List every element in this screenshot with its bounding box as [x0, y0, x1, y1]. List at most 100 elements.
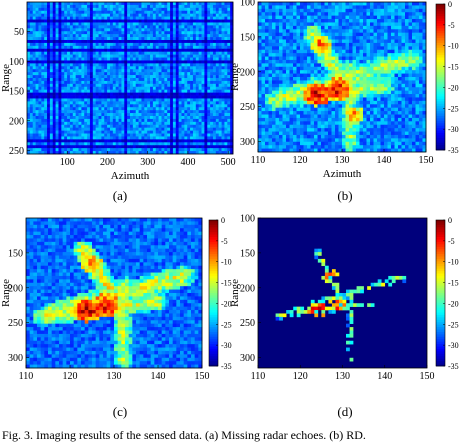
heatmap-cell: [202, 55, 205, 58]
heatmap-cell: [113, 116, 116, 119]
heatmap-cell: [99, 110, 102, 113]
heatmap-cell: [224, 28, 227, 31]
heatmap-cell: [93, 134, 96, 137]
heatmap-cell: [58, 116, 61, 119]
heatmap-cell: [196, 131, 199, 134]
heatmap-cell: [207, 107, 210, 110]
heatmap-cell: [44, 63, 47, 66]
heatmap-cell: [136, 72, 139, 75]
heatmap-cell: [265, 57, 269, 61]
heatmap-cell: [377, 40, 381, 44]
heatmap-cell: [116, 75, 119, 78]
heatmap-cell: [196, 43, 199, 46]
heatmap-cell: [27, 69, 30, 72]
heatmap-cell: [216, 63, 219, 66]
heatmap-cell: [290, 53, 294, 57]
heatmap-cell: [107, 128, 110, 131]
heatmap-cell: [207, 25, 210, 28]
heatmap-cell: [388, 16, 392, 20]
heatmap-cell: [202, 148, 205, 151]
heatmap-cell: [219, 96, 222, 99]
y-tick-label: 50: [14, 27, 24, 38]
heatmap-cell: [136, 101, 139, 104]
heatmap-cell: [419, 40, 423, 44]
heatmap-cell: [187, 52, 190, 55]
heatmap-cell: [56, 22, 59, 25]
heatmap-cell: [325, 5, 329, 9]
heatmap-cell: [56, 28, 59, 31]
heatmap-cell: [290, 67, 294, 71]
heatmap-cell: [107, 46, 110, 49]
heatmap-cell: [293, 67, 297, 71]
heatmap-cell: [182, 98, 185, 101]
heatmap-cell: [367, 70, 371, 74]
heatmap-cell: [67, 93, 70, 96]
heatmap-cell: [61, 63, 64, 66]
heatmap-cell: [204, 93, 207, 96]
heatmap-cell: [153, 81, 156, 84]
heatmap-cell: [96, 78, 99, 81]
heatmap-cell: [419, 50, 423, 54]
heatmap-cell: [30, 17, 33, 20]
heatmap-cell: [113, 148, 116, 151]
heatmap-cell: [314, 36, 318, 40]
heatmap-cell: [130, 20, 133, 23]
heatmap-cell: [127, 98, 130, 101]
heatmap-cell: [27, 139, 30, 142]
heatmap-cell: [286, 43, 290, 47]
heatmap-cell: [402, 43, 406, 47]
heatmap-cell: [76, 37, 79, 40]
heatmap-cell: [79, 145, 82, 148]
heatmap-cell: [210, 96, 213, 99]
heatmap-cell: [119, 125, 122, 128]
heatmap-cell: [150, 28, 153, 31]
heatmap-cell: [311, 53, 315, 57]
heatmap-cell: [53, 28, 56, 31]
heatmap-cell: [141, 63, 144, 66]
heatmap-cell: [199, 107, 202, 110]
heatmap-cell: [139, 104, 142, 107]
heatmap-cell: [50, 69, 53, 72]
heatmap-cell: [222, 66, 225, 69]
heatmap-cell: [193, 37, 196, 40]
heatmap-cell: [187, 58, 190, 61]
heatmap-cell: [216, 20, 219, 23]
heatmap-cell: [219, 104, 222, 107]
heatmap-cell: [93, 22, 96, 25]
heatmap-cell: [398, 16, 402, 20]
heatmap-cell: [207, 125, 210, 128]
heatmap-cell: [210, 58, 213, 61]
heatmap-cell: [328, 9, 332, 13]
heatmap-cell: [101, 60, 104, 63]
heatmap-cell: [33, 148, 36, 151]
heatmap-cell: [314, 84, 318, 88]
heatmap-cell: [107, 37, 110, 40]
heatmap-cell: [210, 110, 213, 113]
heatmap-cell: [119, 37, 122, 40]
heatmap-cell: [196, 122, 199, 125]
heatmap-cell: [193, 84, 196, 87]
heatmap-cell: [363, 80, 367, 84]
heatmap-cell: [130, 96, 133, 99]
heatmap-cell: [93, 90, 96, 93]
heatmap-cell: [81, 87, 84, 90]
heatmap-cell: [156, 134, 159, 137]
heatmap-cell: [87, 96, 90, 99]
heatmap-cell: [127, 34, 130, 37]
heatmap-cell: [81, 14, 84, 17]
heatmap-cell: [164, 63, 167, 66]
heatmap-cell: [147, 107, 150, 110]
heatmap-cell: [76, 84, 79, 87]
heatmap-cell: [64, 28, 67, 31]
heatmap-cell: [269, 36, 273, 40]
heatmap-cell: [377, 36, 381, 40]
heatmap-cell: [38, 37, 41, 40]
heatmap-cell: [297, 22, 301, 26]
heatmap-cell: [196, 78, 199, 81]
heatmap-cell: [87, 87, 90, 90]
heatmap-cell: [311, 43, 315, 47]
heatmap-cell: [50, 58, 53, 61]
heatmap-cell: [47, 37, 50, 40]
heatmap-cell: [179, 58, 182, 61]
heatmap-cell: [64, 134, 67, 137]
